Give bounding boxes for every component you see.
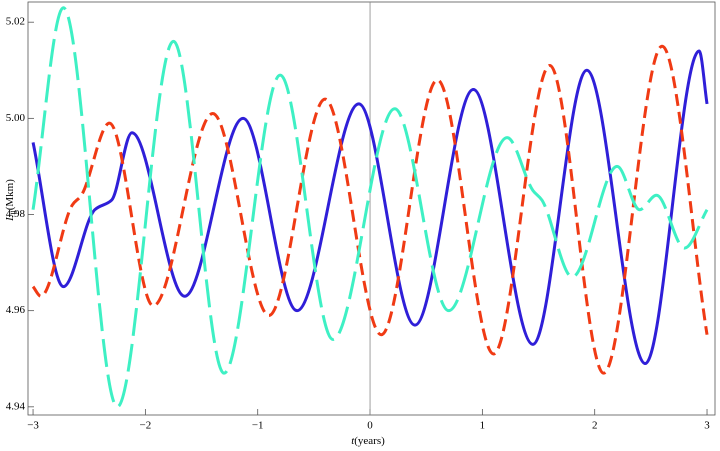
y-label-sub: ij: [8, 210, 17, 214]
plot-frame: [27, 1, 716, 416]
y-label-main: L: [4, 215, 16, 222]
x-tick-label: 0: [367, 420, 373, 432]
line-series: [31, 44, 709, 375]
x-tick-label: −3: [27, 420, 39, 432]
line-series: [31, 49, 709, 366]
x-label-unit: (years): [354, 435, 385, 447]
y-tick-label: 4.98: [6, 208, 26, 220]
x-tick-label: 2: [592, 420, 598, 432]
y-label-unit: (Mkm): [4, 179, 16, 211]
y-axis-label: Lij(Mkm): [4, 179, 17, 222]
x-tick-label: 1: [480, 420, 486, 432]
y-tick-label: 5.02: [6, 16, 25, 28]
y-tick-label: 5.00: [6, 112, 26, 124]
line-series: [31, 6, 709, 409]
y-tick-label: 4.94: [6, 400, 26, 412]
y-tick-label: 4.96: [6, 304, 26, 316]
x-tick-label: 3: [704, 420, 710, 432]
x-tick-label: −1: [252, 420, 264, 432]
x-label-var: t: [351, 435, 355, 447]
x-axis-label: t(years): [351, 435, 385, 447]
x-tick-label: −2: [140, 420, 152, 432]
